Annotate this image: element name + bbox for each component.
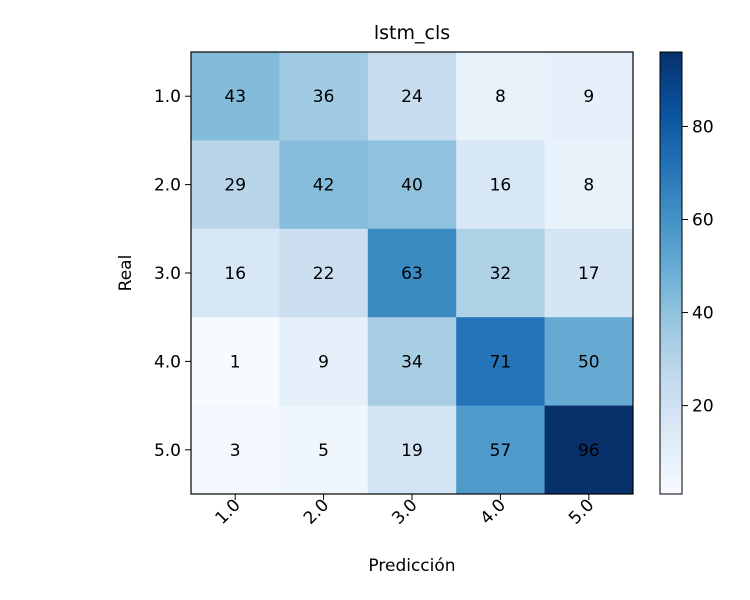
cell-value-label: 34 bbox=[401, 352, 423, 372]
heatmap-cell-labels: 43 36 24 8 929 42 40 16 816 22 63 32 171 9 34 71 503 5 19 5… bbox=[224, 87, 599, 461]
colorbar-ticks: 20 40 60 80 bbox=[682, 117, 714, 417]
heatmap-cell bbox=[544, 140, 634, 230]
cell-value-label: 42 bbox=[313, 176, 335, 196]
heatmap-cell bbox=[367, 52, 457, 141]
heatmap-cell bbox=[191, 405, 280, 495]
cell-value-label: 19 bbox=[401, 441, 423, 461]
cell-value-label: 9 bbox=[583, 87, 594, 107]
cell-value-label: 3 bbox=[230, 441, 241, 461]
colorbar bbox=[659, 51, 683, 495]
cell-value-label: 5 bbox=[318, 441, 329, 461]
y-tick-label: 5.0 bbox=[154, 441, 181, 461]
heatmap-cell bbox=[191, 52, 280, 141]
heatmap-cells bbox=[191, 52, 634, 495]
heatmap-cell bbox=[191, 140, 280, 230]
cell-value-label: 17 bbox=[578, 264, 600, 284]
heatmap-cell bbox=[367, 228, 457, 318]
x-axis-ticks: 1.0 2.0 3.0 4.0 5.0 bbox=[211, 494, 598, 529]
heatmap-cell bbox=[456, 317, 546, 407]
heatmap-cell bbox=[279, 52, 369, 141]
heatmap-cell bbox=[367, 140, 457, 230]
heatmap-cell bbox=[279, 140, 369, 230]
heatmap-cell bbox=[456, 52, 546, 141]
cell-value-label: 8 bbox=[583, 176, 594, 196]
heatmap-cell bbox=[367, 405, 457, 495]
cell-value-label: 8 bbox=[495, 87, 506, 107]
x-tick-label: 1.0 bbox=[211, 495, 244, 528]
cell-value-label: 16 bbox=[490, 176, 512, 196]
x-tick-label: 3.0 bbox=[388, 495, 421, 528]
cell-value-label: 63 bbox=[401, 264, 423, 284]
heatmap-cell bbox=[456, 140, 546, 230]
cell-value-label: 71 bbox=[490, 352, 512, 372]
cell-value-label: 96 bbox=[578, 441, 600, 461]
heatmap-cell bbox=[279, 405, 369, 495]
y-tick-label: 2.0 bbox=[154, 176, 181, 196]
heatmap-cell bbox=[279, 228, 369, 318]
cell-value-label: 16 bbox=[224, 264, 246, 284]
y-axis-ticks: 1.0 2.0 3.0 4.0 5.0 bbox=[154, 87, 191, 461]
cell-value-label: 50 bbox=[578, 352, 600, 372]
heatmap-cell bbox=[544, 228, 634, 318]
cell-value-label: 43 bbox=[224, 87, 246, 107]
heatmap-cell bbox=[544, 52, 634, 141]
cell-value-label: 1 bbox=[230, 352, 241, 372]
heatmap-cell bbox=[544, 317, 634, 407]
colorbar-tick-label: 40 bbox=[692, 304, 714, 324]
cell-value-label: 57 bbox=[490, 441, 512, 461]
cell-value-label: 9 bbox=[318, 352, 329, 372]
heatmap-cell bbox=[279, 317, 369, 407]
heatmap-cell bbox=[191, 228, 280, 318]
heatmap-cell bbox=[544, 405, 634, 495]
cell-value-label: 29 bbox=[224, 176, 246, 196]
y-tick-label: 4.0 bbox=[154, 352, 181, 372]
colorbar-tick-label: 20 bbox=[692, 397, 714, 417]
cell-value-label: 24 bbox=[401, 87, 423, 107]
x-axis-label: Predicción bbox=[368, 556, 455, 576]
y-tick-label: 1.0 bbox=[154, 87, 181, 107]
x-tick-label: 5.0 bbox=[565, 495, 598, 528]
x-tick-label: 4.0 bbox=[477, 495, 510, 528]
cell-value-label: 40 bbox=[401, 176, 423, 196]
cell-value-label: 22 bbox=[313, 264, 335, 284]
x-tick-label: 2.0 bbox=[300, 495, 333, 528]
colorbar-tick-label: 60 bbox=[692, 210, 714, 230]
heatmap-cell bbox=[191, 317, 280, 407]
cell-value-label: 32 bbox=[490, 264, 512, 284]
heatmap-cell bbox=[367, 317, 457, 407]
chart-title: lstm_cls bbox=[374, 22, 450, 44]
colorbar-tick-label: 80 bbox=[692, 117, 714, 137]
heatmap-cell bbox=[456, 405, 546, 495]
cell-value-label: 36 bbox=[313, 87, 335, 107]
y-axis-label: Real bbox=[116, 255, 136, 292]
heatmap-cell bbox=[456, 228, 546, 318]
y-tick-label: 3.0 bbox=[154, 264, 181, 284]
